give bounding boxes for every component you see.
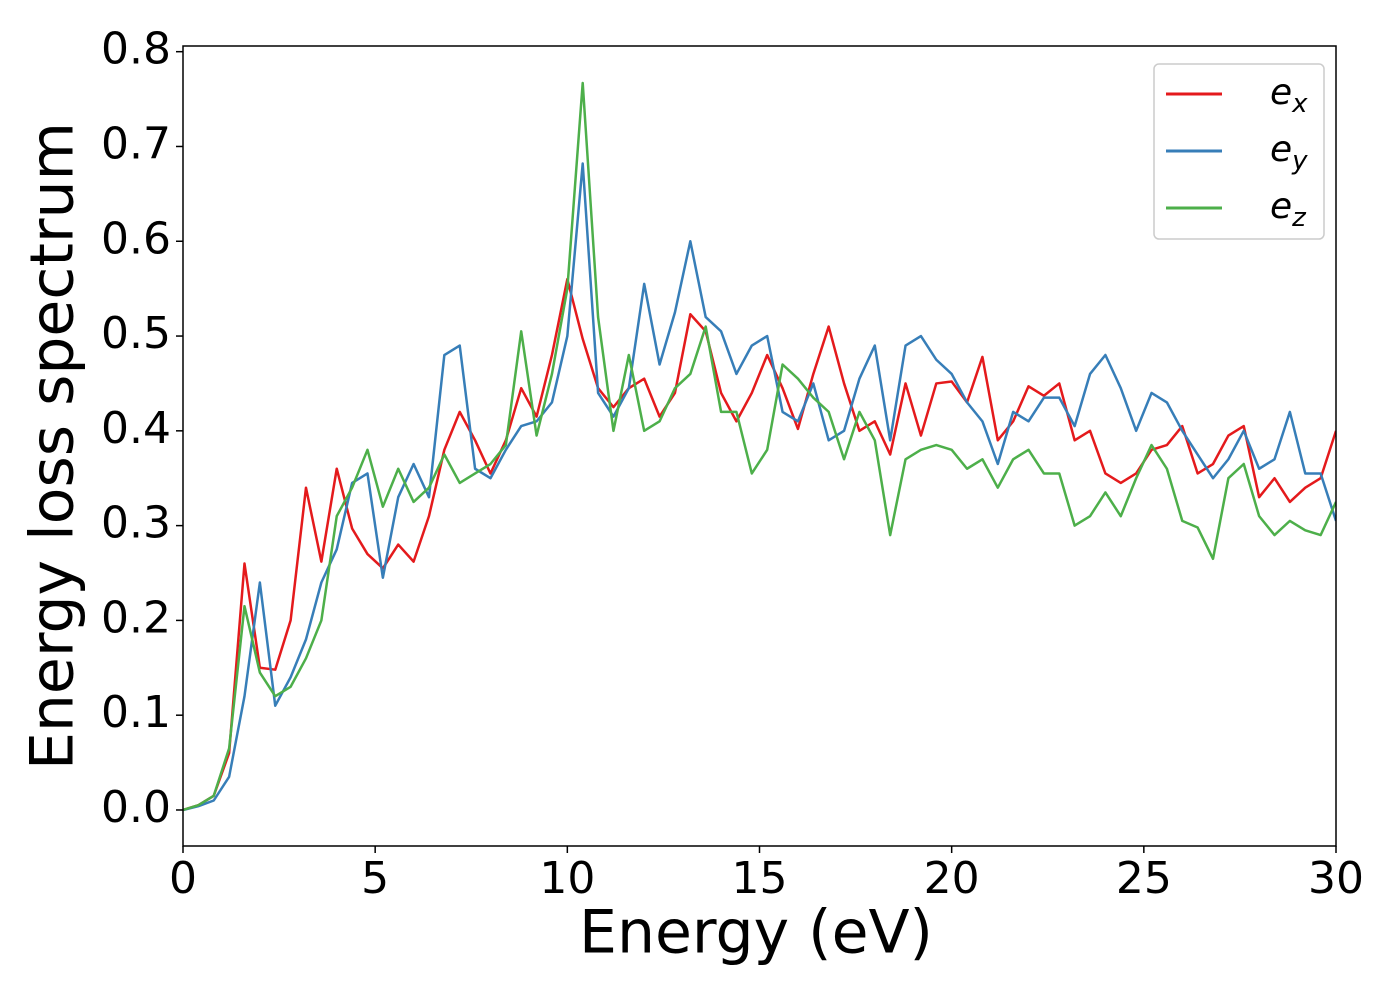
y-tick-label: 0.8 <box>101 24 171 75</box>
y-tick-label: 0.7 <box>101 118 171 169</box>
y-tick-label: 0.4 <box>101 403 171 454</box>
legend-label: ez <box>1270 186 1307 233</box>
legend-label: ex <box>1270 72 1308 119</box>
y-tick-label: 0.5 <box>101 308 171 359</box>
x-tick-label: 10 <box>539 853 595 904</box>
y-tick-label: 0.2 <box>101 592 171 643</box>
x-tick-label: 15 <box>732 853 788 904</box>
x-axis-label: Energy (eV) <box>579 898 933 968</box>
y-tick-label: 0.1 <box>101 687 171 738</box>
legend-label: ey <box>1270 129 1308 176</box>
y-axis-label: Energy loss spectrum <box>18 122 88 770</box>
data-line <box>183 81 1336 812</box>
x-tick-label: 5 <box>361 853 389 904</box>
x-tick-label: 30 <box>1308 853 1364 904</box>
plot-frame <box>182 45 1337 847</box>
x-tick-label: 0 <box>169 853 197 904</box>
plot-lines <box>183 81 1336 812</box>
data-line <box>183 277 1336 812</box>
y-tick-label: 0.0 <box>101 782 171 833</box>
y-tick-label: 0.3 <box>101 498 171 549</box>
y-tick-label: 0.6 <box>101 213 171 264</box>
data-line <box>183 162 1336 812</box>
x-tick-label: 25 <box>1116 853 1172 904</box>
legend-box <box>1153 63 1325 240</box>
x-tick-label: 20 <box>924 853 980 904</box>
